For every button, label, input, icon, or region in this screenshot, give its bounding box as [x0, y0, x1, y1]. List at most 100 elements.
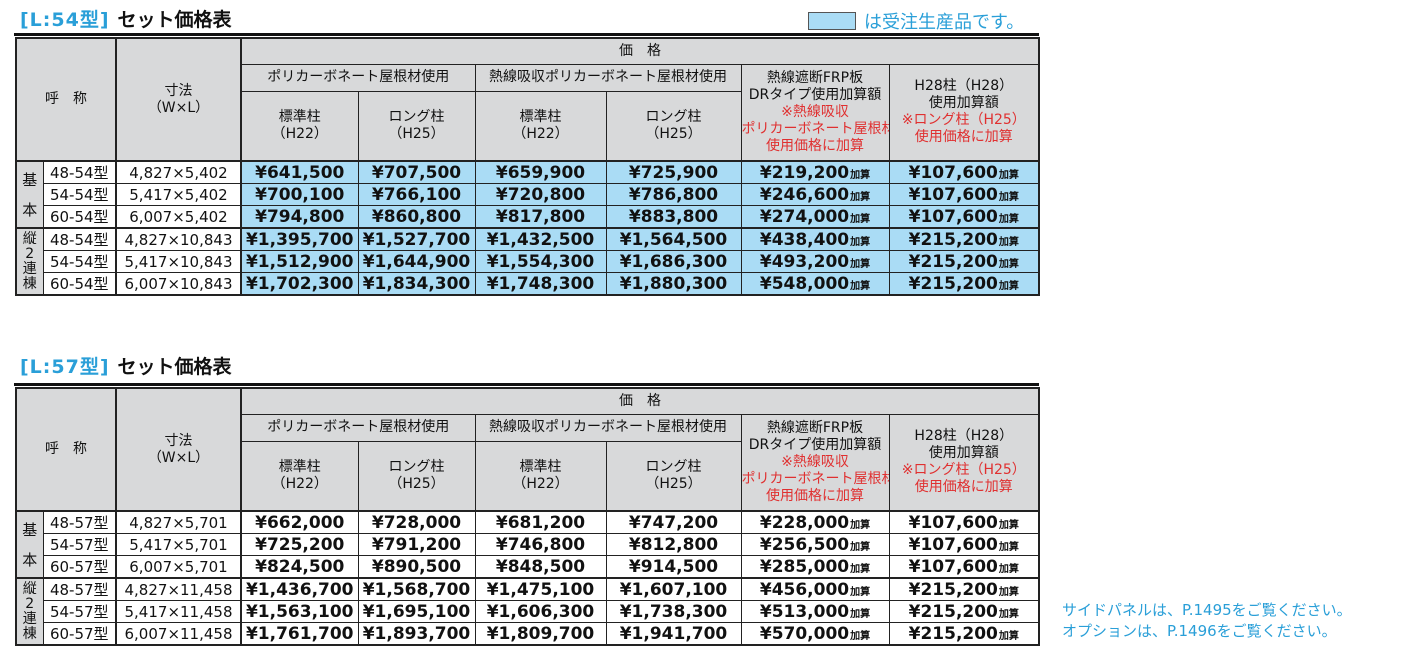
price-poly-long: ¥890,500	[357, 555, 476, 579]
model-cell: 48-54型	[42, 160, 117, 184]
price-heat-long: ¥812,800	[605, 533, 742, 556]
divider	[14, 383, 1039, 386]
price-heat-std: ¥1,748,300	[474, 272, 607, 296]
price-poly-std: ¥824,500	[240, 555, 359, 579]
size-cell: 4,827×11,458	[115, 577, 242, 601]
price-poly-std: ¥641,500	[240, 160, 359, 184]
price-heat-long: ¥1,738,300	[605, 600, 742, 623]
size-cell: 5,417×10,843	[115, 250, 242, 273]
price-frp-add: ¥456,000加算	[740, 577, 890, 601]
price-h28-add: ¥215,200加算	[888, 600, 1040, 623]
model-cell: 60-57型	[42, 555, 117, 579]
price-heat-std: ¥720,800	[474, 183, 607, 206]
table-row: 54-54型 5,417×10,843 ¥1,512,900 ¥1,644,900 ¥1…	[16, 250, 1040, 273]
price-h28-add: ¥107,600加算	[888, 205, 1040, 229]
price-heat-std: ¥1,809,700	[474, 622, 607, 646]
model-cell: 54-54型	[42, 250, 117, 273]
price-heat-std: ¥681,200	[474, 510, 607, 534]
footnotes: サイドパネルは、P.1495をご覧ください。 オプションは、P.1496をご覧く…	[1062, 600, 1352, 642]
price-poly-std: ¥1,761,700	[240, 622, 359, 646]
price-heat-long: ¥747,200	[605, 510, 742, 534]
header-heat-poly: 熱線吸収ポリカーボネート屋根材使用	[474, 413, 742, 442]
table-row: 54-57型 5,417×11,458 ¥1,563,100 ¥1,695,100 ¥1…	[16, 600, 1040, 623]
header-name: 呼 称	[15, 387, 117, 512]
price-poly-long: ¥728,000	[357, 510, 476, 534]
footnote-side-panel: サイドパネルは、P.1495をご覧ください。	[1062, 601, 1352, 619]
price-poly-long: ¥1,568,700	[357, 577, 476, 601]
table-row: 60-54型 6,007×5,402 ¥794,800 ¥860,800 ¥817,80…	[16, 205, 1040, 229]
price-poly-long: ¥860,800	[357, 205, 476, 229]
table-title: セット価格表	[117, 9, 232, 31]
price-heat-long: ¥1,607,100	[605, 577, 742, 601]
price-poly-long: ¥1,695,100	[357, 600, 476, 623]
model-cell: 54-54型	[42, 183, 117, 206]
price-poly-std: ¥1,563,100	[240, 600, 359, 623]
price-heat-std: ¥746,800	[474, 533, 607, 556]
section-title-l57: [L:57型] セット価格表	[20, 352, 232, 379]
price-poly-long: ¥1,644,900	[357, 250, 476, 273]
model-cell: 60-54型	[42, 205, 117, 229]
model-cell: 54-57型	[42, 600, 117, 623]
header-name: 呼 称	[15, 37, 117, 162]
header-poly-long: ロング柱 （H25）	[357, 440, 476, 512]
header-heat-poly: 熱線吸収ポリカーボネート屋根材使用	[474, 63, 742, 92]
price-poly-long: ¥707,500	[357, 160, 476, 184]
model-cell: 48-57型	[42, 510, 117, 534]
table-row: 縦 2 連棟 48-57型 4,827×11,458 ¥1,436,700 ¥1,568,7…	[15, 577, 1040, 646]
model-cell: 60-57型	[42, 622, 117, 646]
price-h28-add: ¥215,200加算	[888, 577, 1040, 601]
price-table: 呼 称寸法 （W×L）価 格ポリカーボネート屋根材使用 熱線吸収ポリカーボネート屋根…	[15, 37, 1041, 296]
price-poly-long: ¥1,527,700	[357, 227, 476, 251]
price-frp-add: ¥246,600加算	[740, 183, 890, 206]
legend-swatch	[808, 12, 856, 30]
header-price: 価 格	[239, 387, 1040, 415]
price-h28-add: ¥107,600加算	[888, 183, 1040, 206]
price-poly-std: ¥725,200	[240, 533, 359, 556]
price-heat-std: ¥1,554,300	[474, 250, 607, 273]
price-frp-add: ¥438,400加算	[740, 227, 890, 251]
price-h28-add: ¥107,600加算	[888, 555, 1040, 579]
size-cell: 6,007×11,458	[115, 622, 242, 646]
price-heat-long: ¥1,564,500	[605, 227, 742, 251]
price-heat-long: ¥1,686,300	[605, 250, 742, 273]
table-row: 60-57型 6,007×5,701 ¥824,500 ¥890,500 ¥848,50…	[16, 555, 1040, 579]
size-cell: 5,417×5,402	[115, 183, 242, 206]
table-row: 基本 48-54型 4,827×5,402 ¥641,500 ¥707,500 ¥659,…	[15, 160, 1040, 229]
header-price: 価 格	[239, 37, 1040, 65]
price-heat-std: ¥1,606,300	[474, 600, 607, 623]
price-poly-std: ¥662,000	[240, 510, 359, 534]
price-heat-long: ¥1,880,300	[605, 272, 742, 296]
price-heat-std: ¥1,475,100	[474, 577, 607, 601]
model-cell: 48-54型	[42, 227, 117, 251]
price-poly-long: ¥766,100	[357, 183, 476, 206]
table-row: 54-54型 5,417×5,402 ¥700,100 ¥766,100 ¥720,80…	[16, 183, 1040, 206]
model-cell: 54-57型	[42, 533, 117, 556]
header-heat-long: ロング柱 （H25）	[605, 90, 742, 162]
price-frp-add: ¥219,200加算	[740, 160, 890, 184]
table-row: 54-57型 5,417×5,701 ¥725,200 ¥791,200 ¥746,80…	[16, 533, 1040, 556]
group-label-basic: 基本	[15, 510, 44, 579]
price-h28-add: ¥215,200加算	[888, 622, 1040, 646]
header-poly: ポリカーボネート屋根材使用	[240, 413, 476, 442]
table-title: セット価格表	[117, 356, 232, 378]
price-poly-long: ¥1,893,700	[357, 622, 476, 646]
price-poly-std: ¥1,395,700	[240, 227, 359, 251]
price-heat-long: ¥786,800	[605, 183, 742, 206]
price-frp-add: ¥570,000加算	[740, 622, 890, 646]
divider	[14, 33, 1039, 36]
header-heat-long: ロング柱 （H25）	[605, 440, 742, 512]
price-poly-long: ¥791,200	[357, 533, 476, 556]
section-title-l54: [L:54型] セット価格表	[20, 5, 232, 32]
price-frp-add: ¥493,200加算	[740, 250, 890, 273]
price-heat-long: ¥725,900	[605, 160, 742, 184]
group-label-basic: 基本	[15, 160, 44, 229]
price-poly-std: ¥794,800	[240, 205, 359, 229]
size-cell: 6,007×5,402	[115, 205, 242, 229]
header-heat-std: 標準柱 （H22）	[474, 90, 607, 162]
header-size: 寸法 （W×L）	[115, 387, 242, 512]
price-poly-std: ¥1,702,300	[240, 272, 359, 296]
header-poly-std: 標準柱 （H22）	[240, 440, 359, 512]
table-row: 60-57型 6,007×11,458 ¥1,761,700 ¥1,893,700 ¥1…	[16, 622, 1040, 646]
header-heat-std: 標準柱 （H22）	[474, 440, 607, 512]
price-frp-add: ¥274,000加算	[740, 205, 890, 229]
